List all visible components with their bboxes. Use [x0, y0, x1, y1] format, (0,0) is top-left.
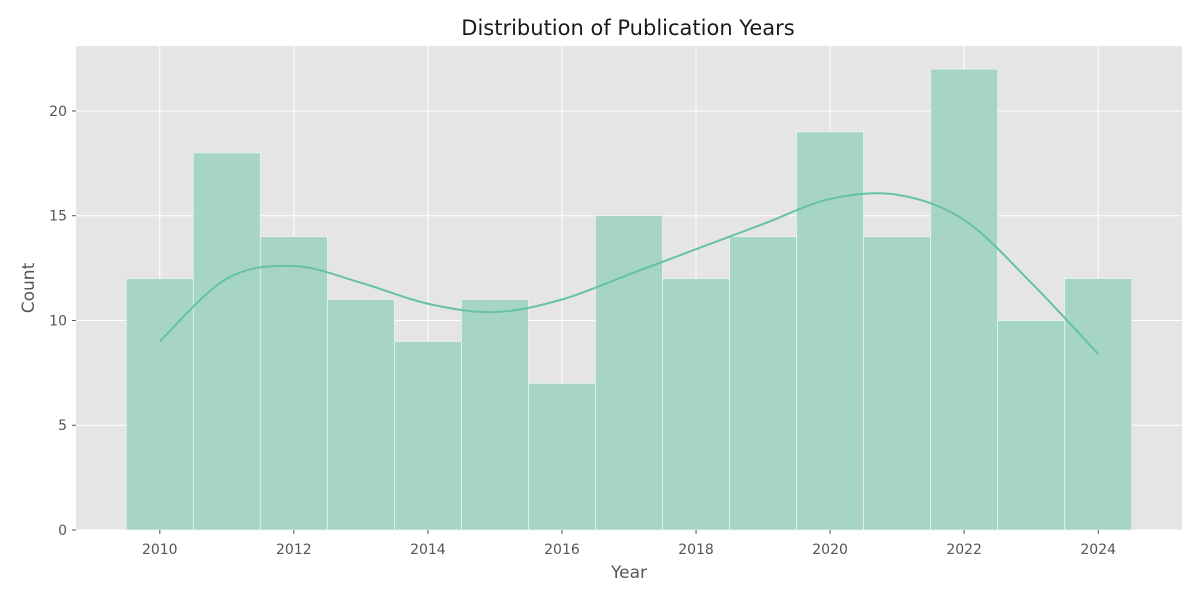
bar-2014 [393, 341, 462, 531]
x-tick-label: 2022 [946, 542, 982, 558]
bar-2023 [997, 320, 1066, 531]
bar-2012 [259, 236, 328, 531]
y-axis-label: Count [19, 262, 39, 313]
x-tick-label: 2016 [544, 542, 580, 558]
bar-2018 [662, 278, 730, 531]
x-tick-label: 2014 [410, 542, 446, 558]
bar-2020 [796, 131, 865, 531]
kde-line [159, 192, 1099, 355]
bar-2011 [192, 152, 261, 531]
x-axis-label: Year [610, 563, 647, 583]
chart-title: Distribution of Publication Years [461, 16, 794, 40]
bar-2019 [729, 236, 797, 531]
y-tick-label: 0 [58, 523, 67, 539]
x-tick-label: 2018 [678, 542, 714, 558]
bar-2022 [930, 68, 999, 531]
bar-2016 [528, 382, 596, 531]
x-tick-label: 2024 [1080, 542, 1116, 558]
y-tick-label: 10 [49, 313, 67, 329]
x-axis-ticks: 2010 2012 2014 2016 2018 2020 2022 2024 [142, 530, 1116, 558]
y-tick-label: 15 [49, 209, 67, 225]
bar-2015 [461, 299, 529, 531]
y-axis-ticks: 0 5 10 15 20 [49, 104, 76, 539]
bar-2013 [326, 299, 395, 531]
y-tick-label: 5 [58, 418, 67, 434]
bar-2010 [125, 278, 194, 531]
x-tick-label: 2012 [276, 542, 312, 558]
x-tick-label: 2010 [142, 542, 178, 558]
bar-2024 [1064, 278, 1133, 531]
bar-2021 [863, 236, 932, 531]
bars-group [125, 68, 1133, 531]
bar-2017 [595, 215, 663, 531]
y-tick-label: 20 [49, 104, 67, 120]
x-tick-label: 2020 [812, 542, 848, 558]
